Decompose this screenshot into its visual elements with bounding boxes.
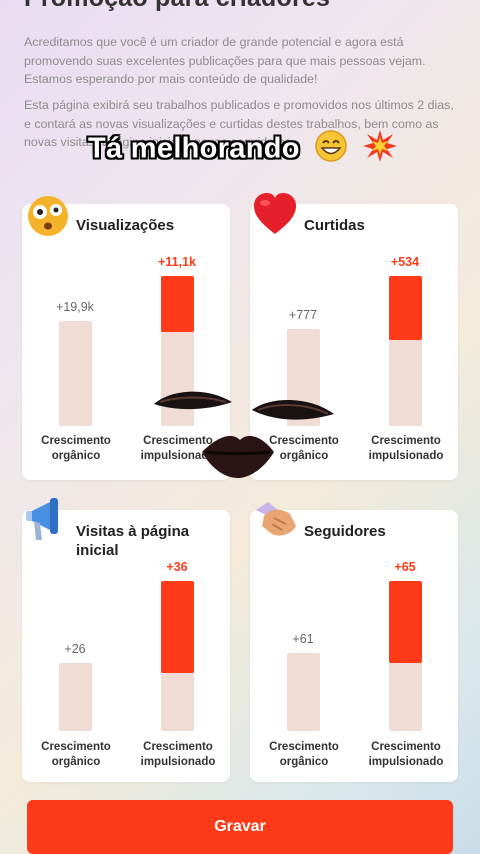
boosted-value: +11,1k xyxy=(158,255,196,269)
boosted-value: +65 xyxy=(394,560,416,574)
collision-icon xyxy=(362,128,398,172)
boosted-bar-fill xyxy=(161,581,194,673)
record-button[interactable]: Gravar xyxy=(27,800,453,854)
megaphone-icon xyxy=(24,492,72,549)
organic-bar xyxy=(59,321,92,426)
organic-bar xyxy=(287,653,320,731)
handshake-icon xyxy=(252,496,300,547)
card-title: Visitas à página inicial xyxy=(76,523,190,559)
boosted-value: +36 xyxy=(166,560,188,574)
organic-label: Crescimento orgânico xyxy=(41,741,111,768)
video-caption-overlay: Tá melhorando xyxy=(88,128,398,172)
stat-card-likes: Curtidas +777 +534 Crescimento orgânico … xyxy=(250,193,458,480)
organic-value: +26 xyxy=(64,642,86,656)
intro-paragraph: Acreditamos que você é um criador de gra… xyxy=(24,35,426,86)
shocked-face-icon xyxy=(26,194,70,243)
stat-card-profile-visits: Visitas à página inicial +26 +36 Crescim… xyxy=(22,498,230,782)
boosted-bar-fill xyxy=(389,581,422,663)
info-paragraph: Esta página exibirá seu trabalhos public… xyxy=(24,98,454,149)
organic-label: Crescimento orgânico xyxy=(269,435,339,462)
stat-card-views: Visualizações +19,9k +11,1k Crescimento … xyxy=(22,196,230,480)
caption-text: Tá melhorando xyxy=(88,132,300,165)
boosted-label: Crescimento impulsionado xyxy=(140,435,216,462)
page-title: Promoção para criadores xyxy=(24,0,330,13)
organic-label: Crescimento orgânico xyxy=(41,435,111,462)
organic-bar xyxy=(287,329,320,426)
card-title: Seguidores xyxy=(304,523,386,540)
boosted-label: Crescimento impulsionado xyxy=(368,435,444,462)
grinning-face-icon xyxy=(314,129,348,171)
boosted-bar-fill xyxy=(389,276,422,340)
card-title: Curtidas xyxy=(304,217,365,234)
stat-card-followers: Seguidores +61 +65 Crescimento orgânico … xyxy=(250,502,458,782)
boosted-value: +534 xyxy=(390,255,420,269)
organic-value: +777 xyxy=(288,308,318,322)
boosted-label: Crescimento impulsionado xyxy=(140,741,216,768)
organic-label: Crescimento orgânico xyxy=(269,741,339,768)
card-title: Visualizações xyxy=(76,217,175,234)
organic-value: +19,9k xyxy=(56,300,94,314)
organic-value: +61 xyxy=(292,632,314,646)
heart-icon xyxy=(252,192,298,241)
organic-bar xyxy=(59,663,92,731)
boosted-bar-fill xyxy=(161,276,194,332)
boosted-label: Crescimento impulsionado xyxy=(368,741,444,768)
